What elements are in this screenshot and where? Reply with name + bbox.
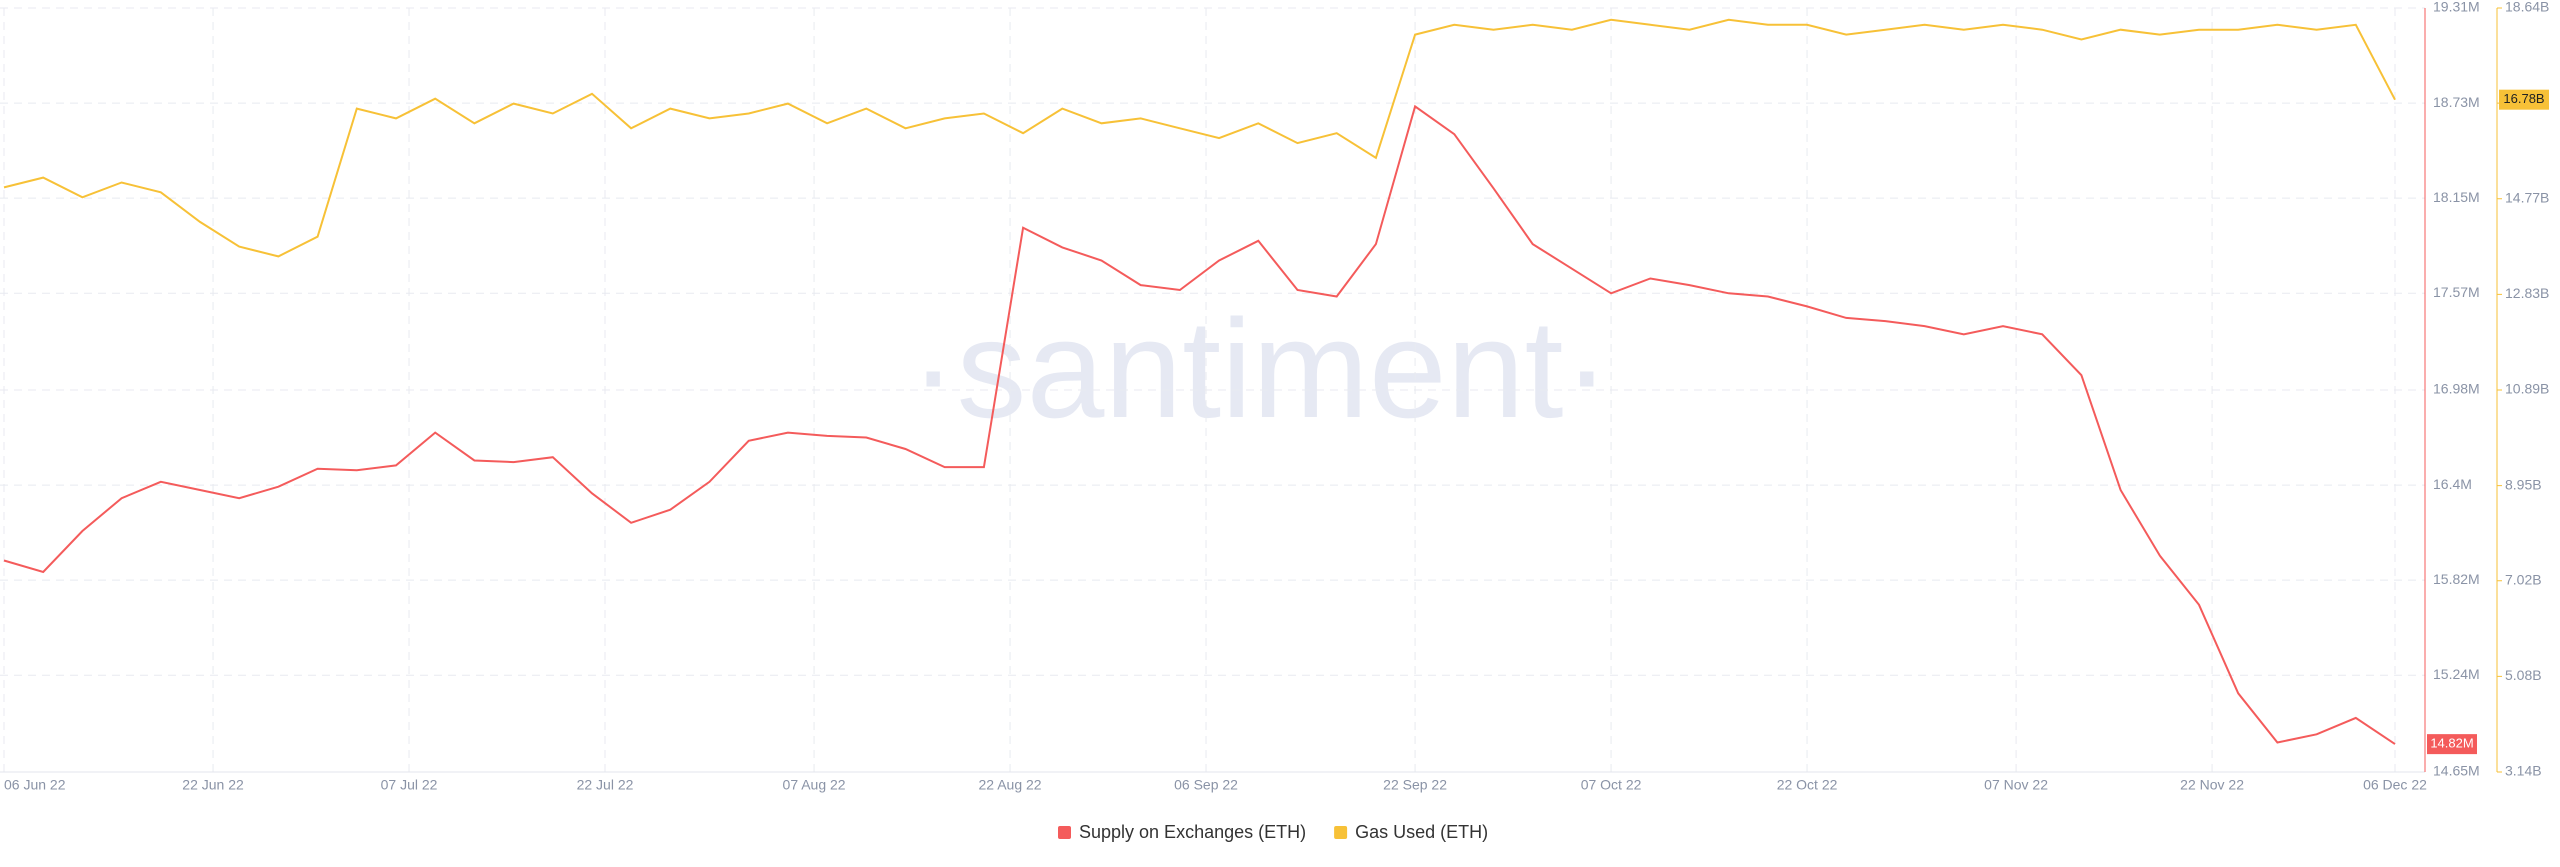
- watermark: ·santiment·: [910, 290, 1610, 447]
- value-badge: [2427, 734, 2477, 755]
- y-tick-label: 16.98M: [2433, 381, 2480, 397]
- y2-tick-label: 3.14B: [2505, 763, 2542, 779]
- legend-label: Gas Used (ETH): [1355, 822, 1488, 842]
- x-tick-label: 22 Jul 22: [577, 777, 634, 793]
- x-tick-label: 22 Jun 22: [182, 777, 244, 793]
- x-tick-label: 07 Oct 22: [1581, 777, 1642, 793]
- x-tick-label: 06 Dec 22: [2363, 777, 2427, 793]
- x-tick-label: 07 Jul 22: [381, 777, 438, 793]
- x-tick-label: 06 Jun 22: [4, 777, 66, 793]
- y-tick-label: 19.31M: [2433, 0, 2480, 15]
- legend-swatch: [1334, 826, 1348, 839]
- y-tick-label: 15.82M: [2433, 571, 2480, 587]
- x-tick-label: 07 Nov 22: [1984, 777, 2048, 793]
- y-tick-label: 15.24M: [2433, 666, 2480, 682]
- y-tick-label: 16.4M: [2433, 476, 2472, 492]
- y-tick-label: 18.15M: [2433, 189, 2480, 205]
- legend-label: Supply on Exchanges (ETH): [1079, 822, 1306, 842]
- y2-tick-label: 10.89B: [2505, 381, 2549, 397]
- legend-swatch: [1058, 826, 1071, 839]
- x-tick-label: 22 Sep 22: [1383, 777, 1447, 793]
- y2-tick-label: 12.83B: [2505, 285, 2549, 301]
- y-tick-label: 18.73M: [2433, 94, 2480, 110]
- y-tick-label: 14.65M: [2433, 763, 2480, 779]
- series-line: [3, 104, 2396, 745]
- series-line: [3, 18, 2396, 258]
- x-tick-label: 07 Aug 22: [783, 777, 846, 793]
- value-label: 16.78B: [2503, 91, 2544, 106]
- value-badge: [2499, 89, 2549, 110]
- x-tick-label: 22 Aug 22: [979, 777, 1042, 793]
- y2-tick-label: 14.77B: [2505, 189, 2549, 205]
- x-tick-label: 22 Oct 22: [1777, 777, 1838, 793]
- y-tick-label: 17.57M: [2433, 284, 2480, 300]
- y2-tick-label: 18.64B: [2505, 0, 2549, 15]
- y2-tick-label: 7.02B: [2505, 571, 2542, 587]
- x-tick-label: 06 Sep 22: [1174, 777, 1238, 793]
- y2-tick-label: 5.08B: [2505, 667, 2542, 683]
- y2-tick-label: 8.95B: [2505, 476, 2542, 492]
- x-tick-label: 22 Nov 22: [2180, 777, 2244, 793]
- value-label: 14.82M: [2430, 736, 2473, 751]
